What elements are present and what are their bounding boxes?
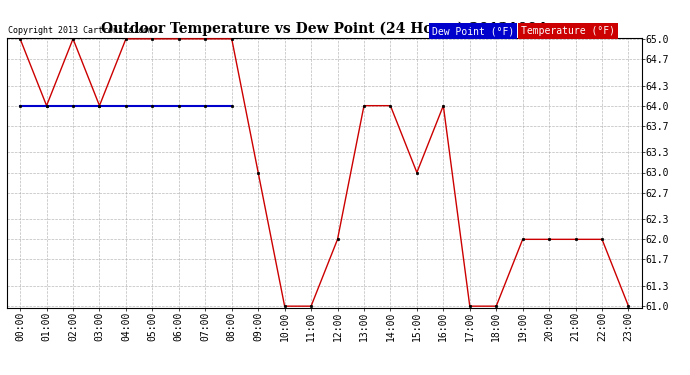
Text: Copyright 2013 Cartronics.com: Copyright 2013 Cartronics.com xyxy=(8,26,152,35)
Text: Temperature (°F): Temperature (°F) xyxy=(521,26,615,36)
Title: Outdoor Temperature vs Dew Point (24 Hours) 20131004: Outdoor Temperature vs Dew Point (24 Hou… xyxy=(101,22,547,36)
Text: Dew Point (°F): Dew Point (°F) xyxy=(432,26,515,36)
